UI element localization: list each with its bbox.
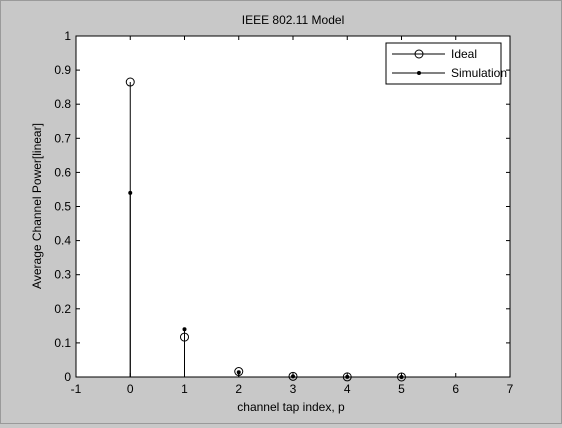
x-tick-label: 1 xyxy=(181,382,188,396)
stem-marker-ideal xyxy=(342,372,352,382)
y-tick-label: 0.4 xyxy=(54,234,71,248)
x-tick-label: 4 xyxy=(344,382,351,396)
y-tick-label: 0 xyxy=(64,370,71,384)
y-tick-label: 0.1 xyxy=(54,336,71,350)
plot-area xyxy=(75,35,511,378)
stem-marker-simulation xyxy=(291,374,295,379)
legend-box xyxy=(385,42,502,85)
stem-marker-ideal xyxy=(397,372,406,382)
stem-marker-simulation xyxy=(236,370,241,375)
stem-series xyxy=(125,77,406,382)
y-tick-label: 1 xyxy=(64,29,71,43)
stem-marker-ideal xyxy=(125,77,135,87)
x-tick-label: 5 xyxy=(398,382,405,396)
stem-marker-simulation xyxy=(345,374,350,379)
x-tick-label: 2 xyxy=(235,382,242,396)
x-tick-label: -1 xyxy=(71,382,82,396)
stem-marker-ideal xyxy=(288,371,298,381)
legend-label-ideal: Ideal xyxy=(451,47,477,61)
x-axis-label: channel tap index, p xyxy=(237,400,345,414)
x-tick-label: 0 xyxy=(127,382,134,396)
y-tick-label: 0.8 xyxy=(54,97,71,111)
legend: Ideal Simulation xyxy=(385,42,507,85)
y-tick-label: 0.3 xyxy=(54,268,71,282)
stem-marker-simulation xyxy=(182,327,187,332)
y-tick-label: 0.2 xyxy=(54,302,71,316)
chart-title: IEEE 802.11 Model xyxy=(242,13,345,27)
y-tick-label: 0.7 xyxy=(54,131,71,145)
x-tick-label: 3 xyxy=(290,382,297,396)
x-tick-label: 6 xyxy=(452,382,459,396)
stem-marker-simulation xyxy=(128,190,133,195)
legend-marker-ideal xyxy=(414,49,424,59)
legend-label-simulation: Simulation xyxy=(451,66,507,80)
y-tick-label: 0.6 xyxy=(54,165,71,179)
y-axis: 0 0.1 0.2 0.3 0.4 0.5 0.6 0.7 0.8 0.9 1 xyxy=(54,29,510,384)
legend-marker-simulation xyxy=(417,71,421,75)
y-tick-label: 0.5 xyxy=(54,200,71,214)
x-tick-label: 7 xyxy=(507,382,514,396)
y-tick-label: 0.9 xyxy=(54,63,71,77)
y-axis-label: Average Channel Power[linear] xyxy=(30,123,44,289)
stem-marker-simulation xyxy=(399,374,404,379)
